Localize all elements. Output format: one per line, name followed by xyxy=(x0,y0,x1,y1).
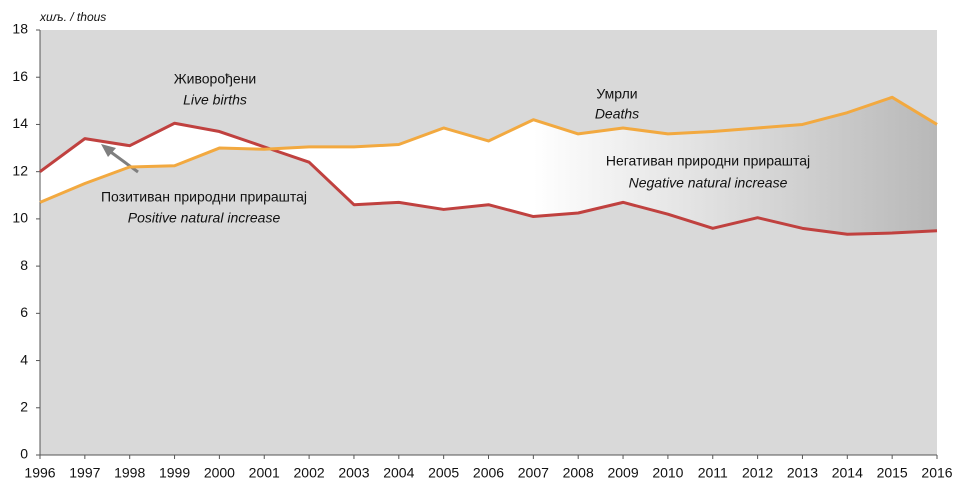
x-tick-label: 2006 xyxy=(473,465,504,481)
x-tick-label: 2010 xyxy=(652,465,683,481)
arrow-head xyxy=(101,144,116,157)
x-tick-label: 2008 xyxy=(563,465,594,481)
x-tick-label: 2005 xyxy=(428,465,459,481)
x-tick-label: 2003 xyxy=(338,465,369,481)
annotation: Positive natural increase xyxy=(128,210,281,226)
x-tick-label: 2013 xyxy=(787,465,818,481)
series-line xyxy=(39,95,938,204)
y-tick-label: 6 xyxy=(20,304,28,320)
x-tick-label: 2007 xyxy=(518,465,549,481)
x-tick-label: 2002 xyxy=(294,465,325,481)
annotation: Позитиван природни прираштај xyxy=(101,189,307,205)
plot-background xyxy=(40,30,937,455)
x-tick-label: 2014 xyxy=(832,465,863,481)
y-unit-label: хиљ. / thous xyxy=(39,10,106,24)
x-tick-label: 2012 xyxy=(742,465,773,481)
y-tick-label: 16 xyxy=(12,68,28,84)
annotation: Негативан природни прираштај xyxy=(606,153,810,169)
y-tick-label: 12 xyxy=(12,162,28,178)
x-tick-label: 2009 xyxy=(607,465,638,481)
y-tick-label: 4 xyxy=(20,351,28,367)
y-tick-label: 0 xyxy=(20,446,28,462)
annotation: Живорођени xyxy=(174,71,257,87)
annotation: Умрли xyxy=(596,86,637,102)
x-tick-label: 2016 xyxy=(921,465,952,481)
series-line xyxy=(39,121,938,236)
y-tick-label: 10 xyxy=(12,210,28,226)
annotation: Deaths xyxy=(595,106,639,122)
x-tick-label: 2000 xyxy=(204,465,235,481)
y-tick-label: 18 xyxy=(12,21,28,37)
annotation: Negative natural increase xyxy=(629,175,788,191)
annotation: Live births xyxy=(183,92,247,108)
x-tick-label: 2015 xyxy=(877,465,908,481)
x-tick-label: 1997 xyxy=(69,465,100,481)
x-tick-label: 2004 xyxy=(383,465,414,481)
x-tick-label: 1999 xyxy=(159,465,190,481)
x-tick-label: 1996 xyxy=(24,465,55,481)
y-tick-label: 2 xyxy=(20,398,28,414)
x-tick-label: 1998 xyxy=(114,465,145,481)
y-tick-label: 8 xyxy=(20,257,28,273)
y-tick-label: 14 xyxy=(12,115,28,131)
x-tick-label: 2001 xyxy=(249,465,280,481)
x-tick-label: 2011 xyxy=(698,465,728,481)
